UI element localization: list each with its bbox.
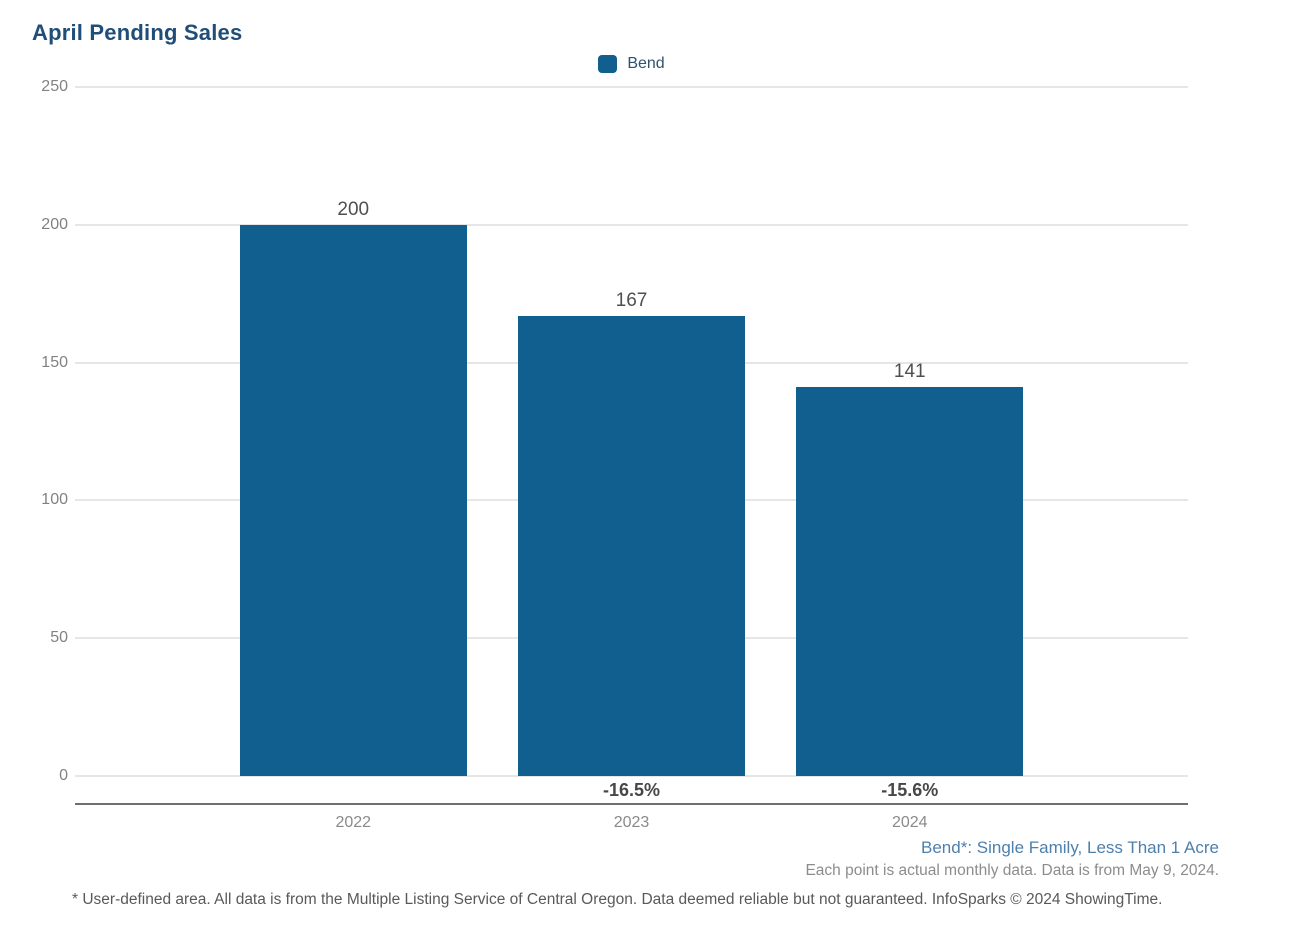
footnote-area-definition: Bend*: Single Family, Less Than 1 Acre xyxy=(921,838,1219,857)
bar-value-label-2023: 167 xyxy=(615,289,648,311)
bar-2023[interactable] xyxy=(518,315,745,776)
x-axis-tick-2023: 2023 xyxy=(613,814,650,831)
y-axis-tick-200: 200 xyxy=(41,215,68,233)
bar-2022[interactable] xyxy=(239,224,467,776)
x-axis-tick-2022: 2022 xyxy=(335,814,372,831)
y-axis-tick-150: 150 xyxy=(41,353,68,371)
y-axis-tick-50: 50 xyxy=(50,629,68,647)
legend-label: Bend xyxy=(627,55,665,72)
gridline-y-200 xyxy=(75,223,1188,226)
bar-value-label-2022: 200 xyxy=(337,198,370,220)
pct-change-label-2023: -16.5% xyxy=(602,780,661,800)
legend-swatch-icon xyxy=(598,55,618,73)
x-axis-tick-2024: 2024 xyxy=(891,814,928,831)
y-axis-tick-100: 100 xyxy=(41,491,68,509)
footnote-disclaimer: * User-defined area. All data is from th… xyxy=(72,891,1163,908)
bar-2024[interactable] xyxy=(796,387,1024,776)
gridline-y-0 xyxy=(75,775,1188,777)
y-axis-tick-250: 250 xyxy=(41,78,68,95)
pct-change-label-2024: -15.6% xyxy=(881,780,939,800)
bar-value-label-2024: 141 xyxy=(893,361,926,383)
plot-area: 200 167 141 xyxy=(75,86,1188,777)
footnote-data-note: Each point is actual monthly data. Data … xyxy=(805,862,1219,879)
gridline-y-250 xyxy=(75,86,1188,88)
legend-item-bend[interactable]: Bend xyxy=(75,52,1188,76)
x-axis-line xyxy=(75,803,1188,805)
y-axis-tick-0: 0 xyxy=(59,767,68,784)
footnote-block-right: Bend*: Single Family, Less Than 1 Acre E… xyxy=(805,836,1219,882)
chart-title: April Pending Sales xyxy=(32,20,243,45)
